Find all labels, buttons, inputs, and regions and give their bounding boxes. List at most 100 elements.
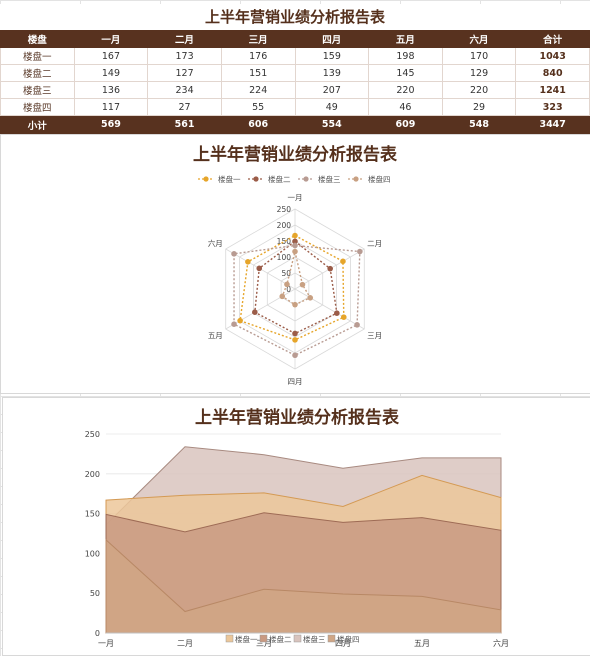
table-cell[interactable]: 159 <box>294 47 370 65</box>
radar-data-point <box>279 293 286 300</box>
subtotal-cell[interactable]: 609 <box>368 115 443 134</box>
legend-entry: 楼盘三 <box>303 634 326 644</box>
legend-entry: 楼盘四 <box>337 634 360 644</box>
radar-tick-label: 200 <box>277 221 292 230</box>
chart-title: 上半年营销业绩分析报告表 <box>193 144 398 165</box>
column-header[interactable]: 楼盘 <box>0 30 75 48</box>
area-chart-object[interactable]: 上半年营销业绩分析报告表 0 50 100 150 200 250 一月 二月 三月 四月 五月 六月 楼… <box>2 397 590 656</box>
radar-data-point <box>292 232 298 239</box>
area-series <box>105 538 502 634</box>
table-row: 楼盘四 117 27 55 49 46 29 323 <box>0 98 590 116</box>
table-cell[interactable]: 198 <box>368 47 443 65</box>
row-total-cell[interactable]: 1043 <box>515 47 590 65</box>
radar-category-label: 三月 <box>367 331 382 340</box>
legend-marker-dot <box>253 176 259 182</box>
row-total-cell[interactable]: 1241 <box>515 81 590 99</box>
table-cell[interactable]: 139 <box>294 64 370 82</box>
radar-data-point <box>231 251 237 257</box>
column-header[interactable]: 一月 <box>73 30 149 48</box>
x-tick-label: 四月 <box>335 639 351 648</box>
sales-table: 楼盘 一月 二月 三月 四月 五月 六月 合计 楼盘一 167 173 176 … <box>0 30 590 134</box>
radar-data-point <box>354 322 360 328</box>
column-header[interactable]: 六月 <box>441 30 517 48</box>
table-header-row: 楼盘 一月 二月 三月 四月 五月 六月 合计 <box>0 30 590 48</box>
x-tick-label: 一月 <box>98 639 114 648</box>
column-header[interactable]: 三月 <box>220 30 296 48</box>
radar-category-label: 二月 <box>367 239 382 248</box>
table-cell[interactable]: 220 <box>441 81 517 99</box>
radar-data-point <box>292 337 298 343</box>
table-cell[interactable]: 220 <box>368 81 443 99</box>
radar-data-point <box>327 265 333 272</box>
legend-entry: 楼盘三 <box>318 174 341 184</box>
table-row: 楼盘三 136 234 224 207 220 220 1241 <box>0 81 590 99</box>
radar-category-label: 四月 <box>288 377 303 386</box>
row-total-cell[interactable]: 840 <box>515 64 590 82</box>
table-cell[interactable]: 117 <box>73 98 149 116</box>
column-header[interactable]: 二月 <box>147 30 222 48</box>
row-label[interactable]: 楼盘四 <box>0 98 75 116</box>
radar-tick-label: 50 <box>281 269 291 278</box>
table-cell[interactable]: 173 <box>147 47 222 65</box>
radar-data-point <box>256 265 263 272</box>
table-row: 楼盘二 149 127 151 139 145 129 840 <box>0 64 590 82</box>
subtotal-label[interactable]: 小计 <box>0 115 75 134</box>
radar-data-point <box>299 281 306 288</box>
table-cell[interactable]: 145 <box>368 64 443 82</box>
subtotal-cell[interactable]: 569 <box>73 115 149 134</box>
row-label[interactable]: 楼盘二 <box>0 64 75 82</box>
legend-entry: 楼盘二 <box>268 174 291 184</box>
table-cell[interactable]: 207 <box>294 81 370 99</box>
radar-data-point <box>237 317 243 324</box>
x-tick-label: 三月 <box>256 639 272 648</box>
column-header[interactable]: 五月 <box>368 30 443 48</box>
legend-swatch <box>259 634 268 643</box>
x-tick-label: 二月 <box>177 639 193 648</box>
y-tick-label: 250 <box>85 430 100 439</box>
radar-data-point <box>307 295 314 301</box>
radar-spoke <box>294 288 365 330</box>
subtotal-cell[interactable]: 554 <box>294 115 370 134</box>
subtotal-cell[interactable]: 548 <box>441 115 517 134</box>
subtotal-cell[interactable]: 606 <box>220 115 296 134</box>
grand-total-cell[interactable]: 3447 <box>515 115 590 134</box>
radar-data-point <box>292 242 298 249</box>
row-total-cell[interactable]: 323 <box>515 98 590 116</box>
column-header[interactable]: 四月 <box>294 30 370 48</box>
table-cell[interactable]: 55 <box>220 98 296 116</box>
subtotal-cell[interactable]: 561 <box>147 115 222 134</box>
table-cell[interactable]: 234 <box>147 81 222 99</box>
report-title: 上半年营销业绩分析报告表 <box>0 4 590 30</box>
radar-data-point <box>292 238 298 245</box>
table-cell[interactable]: 129 <box>441 64 517 82</box>
radar-data-point <box>245 259 251 265</box>
table-cell[interactable]: 29 <box>441 98 517 116</box>
table-cell[interactable]: 149 <box>73 64 149 82</box>
row-label[interactable]: 楼盘三 <box>0 81 75 99</box>
radar-data-point <box>334 310 340 316</box>
table-cell[interactable]: 170 <box>441 47 517 65</box>
legend-entry: 楼盘四 <box>368 174 391 184</box>
radar-chart-object[interactable]: 上半年营销业绩分析报告表 楼盘一 楼盘二 楼盘三 楼盘四 0 50 100 150 200 250 一… <box>0 134 590 394</box>
row-label[interactable]: 楼盘一 <box>0 47 75 65</box>
table-cell[interactable]: 151 <box>220 64 296 82</box>
legend-entry: 楼盘一 <box>218 174 241 184</box>
legend-swatch <box>225 634 234 643</box>
table-cell[interactable]: 176 <box>220 47 296 65</box>
subtotal-row: 小计 569 561 606 554 609 548 3447 <box>0 115 590 134</box>
table-cell[interactable]: 27 <box>147 98 222 116</box>
radar-tick-label: 0 <box>286 285 291 294</box>
legend-swatch <box>293 634 302 643</box>
radar-data-point <box>292 352 298 359</box>
radar-tick-label: 150 <box>277 237 292 246</box>
legend-swatch <box>327 634 336 643</box>
table-cell[interactable]: 167 <box>73 47 149 65</box>
table-cell[interactable]: 46 <box>368 98 443 116</box>
table-cell[interactable]: 49 <box>294 98 370 116</box>
table-cell[interactable]: 136 <box>73 81 149 99</box>
table-cell[interactable]: 224 <box>220 81 296 99</box>
radar-data-point <box>292 301 298 308</box>
table-cell[interactable]: 127 <box>147 64 222 82</box>
column-header[interactable]: 合计 <box>515 30 590 48</box>
